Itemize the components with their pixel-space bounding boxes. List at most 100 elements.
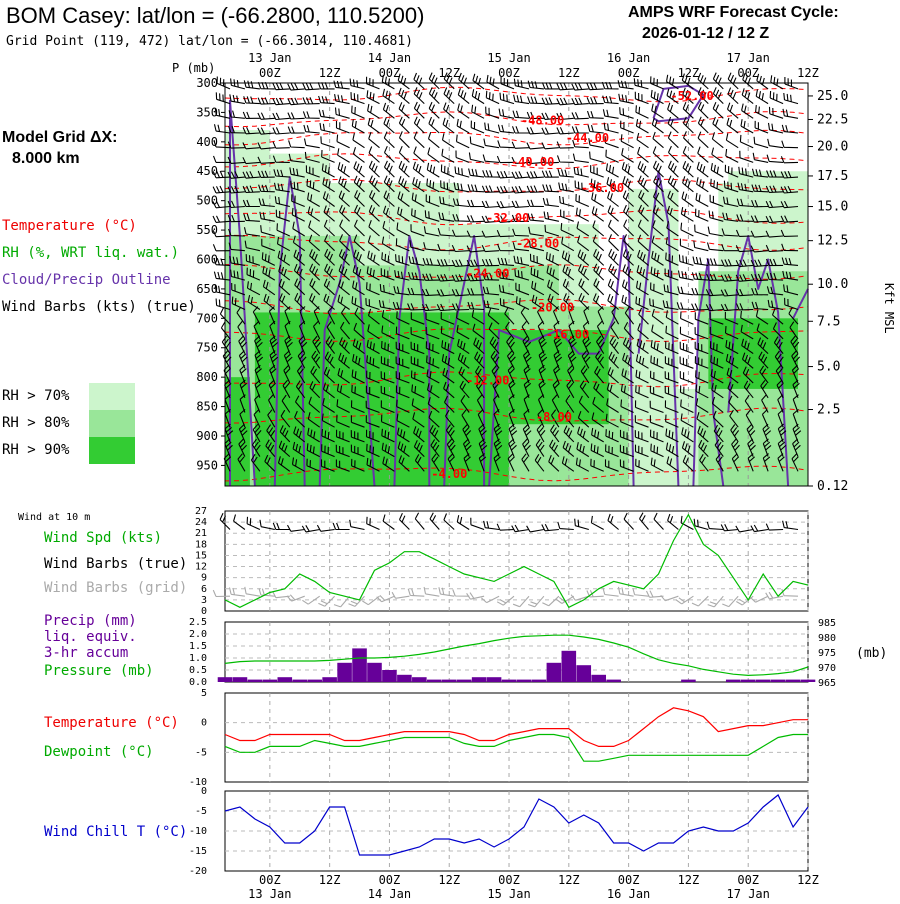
wind-barb (561, 456, 575, 472)
wind-barb (652, 160, 664, 178)
wind-barb (246, 281, 261, 296)
wind-barb (396, 427, 410, 443)
wind-barb (577, 426, 590, 443)
wind-barb (610, 321, 620, 340)
wind-barb (430, 439, 440, 457)
wind-barb (230, 269, 246, 281)
wind-barb (652, 131, 664, 149)
wind-barb (380, 414, 395, 428)
wind-barb (666, 456, 679, 472)
wind-barb (214, 284, 231, 296)
wind-barb (650, 266, 664, 281)
wind-barb (365, 385, 380, 399)
isotherm-line (224, 465, 809, 482)
wind-barb-10m (735, 525, 754, 533)
wind-barb (242, 126, 260, 135)
wind-barb (637, 323, 649, 340)
chill-panel-tick-label: 0 (201, 786, 207, 797)
wind-barb (695, 370, 709, 384)
wind-barb (229, 255, 245, 266)
wind-barb (320, 459, 335, 472)
wind-barb (586, 82, 604, 91)
station-title: BOM Casey: lat/lon = (-66.2800, 110.5200… (6, 3, 424, 28)
wind-barb (608, 263, 619, 281)
wind-barb (411, 384, 425, 399)
wind-barb (428, 72, 440, 90)
wind-barb (605, 429, 619, 443)
temp-panel-tick-label: 5 (201, 688, 207, 699)
wind-barb (602, 109, 619, 119)
precip-bar (367, 662, 382, 682)
wind-barb (292, 221, 305, 237)
legend-pressure: Pressure (mb) (44, 663, 154, 679)
wind-barb-grid (318, 595, 335, 607)
wind-barb (634, 91, 649, 105)
wind-barb (381, 325, 395, 340)
wind-barb (213, 271, 231, 281)
wind-barb (604, 136, 619, 149)
wind-barb (438, 212, 455, 222)
wind-barb (767, 122, 784, 134)
wind-barb (735, 288, 754, 297)
wind-barb (302, 97, 320, 105)
wind-barb (666, 221, 679, 237)
wind-barb (272, 141, 290, 149)
wind-barb (335, 121, 350, 134)
wind-barb (291, 194, 305, 208)
wind-barb (440, 180, 455, 193)
wind-barb (440, 326, 455, 340)
wind-barb (236, 306, 246, 325)
wind-barb (679, 326, 694, 340)
wind-barb (471, 89, 485, 105)
wind-barb (481, 185, 500, 193)
wind-barb (283, 364, 291, 384)
wind-barb (526, 127, 544, 135)
wind-barb (777, 438, 787, 457)
cloud-outline-segment (393, 235, 431, 487)
wind-barb (604, 459, 619, 472)
wind-barb (508, 423, 518, 443)
wind-barb (258, 198, 275, 208)
height-ticks: 25.0 22.5 20.0 17.5 15.0 12.5 10.0 7.5 5.0 2.5 0.1… (808, 89, 848, 494)
wind-10m-label: Wind at 10 m (18, 512, 90, 523)
wind-barb (652, 205, 664, 222)
wind-barb (444, 395, 455, 413)
wind-barb (586, 96, 604, 105)
wind-barb-10m (706, 521, 724, 531)
pressure-tick-label: 985 (818, 618, 836, 629)
wind-barb-10m (720, 523, 739, 532)
wind-barb (667, 131, 679, 149)
time-axis-hour-label: 00Z (379, 873, 401, 887)
wind-barb (413, 440, 425, 457)
wind-barb (410, 356, 425, 369)
wind-barb (237, 321, 246, 340)
wind-barb (482, 286, 500, 296)
wind-barb (556, 112, 574, 121)
wind-barb (278, 440, 291, 458)
wind-barb (214, 108, 231, 119)
wind-barb (395, 238, 410, 252)
chill-panel-tick-label: -5 (195, 806, 207, 817)
precip-bar (322, 677, 337, 682)
wind-barb (692, 256, 709, 266)
wind-barb-10m (414, 512, 425, 530)
wind-barb (617, 80, 634, 90)
legend-wind-barbs: Wind Barbs (kts) (true) (2, 299, 196, 315)
wind-barb (268, 379, 276, 399)
wind-barb (750, 273, 769, 282)
wind-barb (792, 438, 801, 457)
wind-panel-frame (224, 510, 809, 612)
wind-barb (765, 200, 784, 209)
wind-barb (367, 308, 380, 325)
wind-barb (725, 133, 739, 149)
isotherm-line (224, 209, 809, 226)
wind-barb (476, 394, 485, 413)
precip-bar (546, 662, 562, 682)
wind-barb (334, 107, 350, 119)
time-axis-hour-label: 00Z (259, 66, 281, 80)
wind-barb (650, 89, 664, 105)
wind-barb (752, 152, 769, 163)
wind-barb (497, 124, 515, 134)
wind-barb (781, 140, 799, 149)
wind-barb (413, 131, 425, 149)
